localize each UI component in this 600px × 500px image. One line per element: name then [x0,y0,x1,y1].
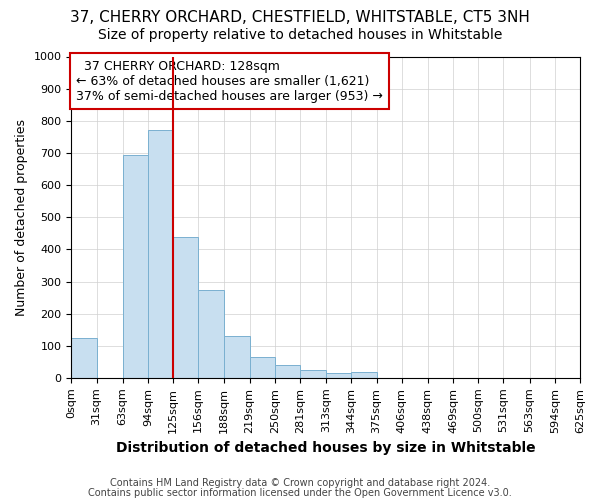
Bar [148,130,173,378]
Bar [250,357,275,378]
Bar [198,290,224,378]
Bar [173,236,198,378]
Text: 37 CHERRY ORCHARD: 128sqm  
← 63% of detached houses are smaller (1,621)
37% of : 37 CHERRY ORCHARD: 128sqm ← 63% of detac… [76,60,383,102]
Bar [275,365,300,378]
Bar [224,336,250,378]
Text: Contains HM Land Registry data © Crown copyright and database right 2024.: Contains HM Land Registry data © Crown c… [110,478,490,488]
Bar [351,372,377,378]
X-axis label: Distribution of detached houses by size in Whitstable: Distribution of detached houses by size … [116,441,535,455]
Text: Contains public sector information licensed under the Open Government Licence v3: Contains public sector information licen… [88,488,512,498]
Text: 37, CHERRY ORCHARD, CHESTFIELD, WHITSTABLE, CT5 3NH: 37, CHERRY ORCHARD, CHESTFIELD, WHITSTAB… [70,10,530,25]
Y-axis label: Number of detached properties: Number of detached properties [15,118,28,316]
Bar [71,338,97,378]
Text: Size of property relative to detached houses in Whitstable: Size of property relative to detached ho… [98,28,502,42]
Bar [326,373,351,378]
Bar [122,154,148,378]
Bar [300,370,326,378]
